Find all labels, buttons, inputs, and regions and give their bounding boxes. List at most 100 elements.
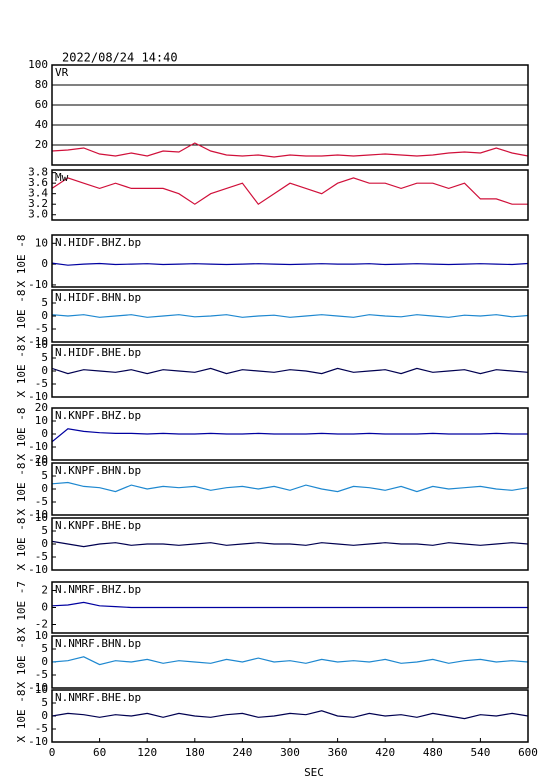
- x-tick-label: 0: [49, 746, 56, 759]
- y-tick-label: 60: [35, 98, 48, 111]
- y-tick-label: 20: [35, 401, 48, 414]
- y-axis-label: X 10E -7: [15, 581, 28, 634]
- y-tick-label: 40: [35, 118, 48, 131]
- y-tick-label: 0: [41, 537, 48, 550]
- y-tick-label: -2: [35, 618, 48, 631]
- y-tick-label: -10: [28, 335, 48, 348]
- y-tick-label: 0: [41, 709, 48, 722]
- panel-frame: [51, 635, 529, 689]
- y-tick-label: 5: [41, 469, 48, 482]
- x-tick-label: 300: [280, 746, 300, 759]
- y-tick-label: 3.4: [28, 187, 48, 200]
- y-axis-label: X 10E -8: [15, 408, 28, 461]
- x-axis-label: SEC: [304, 766, 324, 779]
- trace: [52, 314, 528, 318]
- y-tick-label: 10: [35, 414, 48, 427]
- panel-label: VR: [55, 66, 69, 79]
- panel-frame: [51, 581, 529, 634]
- y-tick-label: -10: [28, 735, 48, 748]
- y-tick-label: -10: [28, 278, 48, 291]
- y-tick-label: -5: [35, 550, 48, 563]
- x-tick-label: 540: [470, 746, 490, 759]
- y-tick-label: -10: [28, 390, 48, 403]
- y-tick-label: -20: [28, 453, 48, 466]
- y-tick-label: 0: [41, 309, 48, 322]
- y-axis-label: X 10E -8: [15, 345, 28, 398]
- trace: [52, 710, 528, 720]
- y-tick-label: -10: [28, 508, 48, 521]
- x-tick-label: 60: [93, 746, 106, 759]
- y-tick-label: -10: [28, 440, 48, 453]
- y-tick-label: 10: [35, 629, 48, 642]
- y-tick-label: -5: [35, 495, 48, 508]
- y-tick-label: 3.6: [28, 176, 48, 189]
- y-tick-label: -5: [35, 722, 48, 735]
- y-tick-label: 20: [35, 138, 48, 151]
- x-tick-label: 120: [137, 746, 157, 759]
- y-tick-label: 3.2: [28, 197, 48, 210]
- x-tick-label: 420: [375, 746, 395, 759]
- y-tick-label: -5: [35, 322, 48, 335]
- panel-label: N.HIDF.BHE.bp: [55, 346, 141, 359]
- trace: [52, 540, 528, 548]
- panel-label: N.NMRF.BHN.bp: [55, 637, 141, 650]
- y-tick-label: 80: [35, 78, 48, 91]
- trace: [52, 601, 528, 609]
- y-tick-label: 10: [35, 236, 48, 249]
- panel-label: N.HIDF.BHN.bp: [55, 291, 141, 304]
- x-tick-label: 360: [328, 746, 348, 759]
- y-axis-label: X 10E -8: [15, 636, 28, 689]
- y-tick-label: 0: [41, 482, 48, 495]
- y-tick-label: -10: [28, 681, 48, 694]
- y-tick-label: -5: [35, 668, 48, 681]
- y-tick-label: 0: [41, 655, 48, 668]
- trace: [52, 656, 528, 666]
- y-tick-label: -5: [35, 377, 48, 390]
- x-tick-label: 600: [518, 746, 538, 759]
- y-axis-label: X 10E -8: [15, 463, 28, 516]
- panel-frame: [51, 407, 529, 461]
- y-tick-label: 2: [41, 584, 48, 597]
- panel-frame: [51, 289, 529, 343]
- trace: [52, 367, 528, 375]
- panel-label: N.KNPF.BHN.bp: [55, 464, 141, 477]
- y-tick-label: 0: [41, 427, 48, 440]
- y-tick-label: 0: [41, 601, 48, 614]
- y-axis-label: X 10E -8: [15, 518, 28, 571]
- y-tick-label: 10: [35, 683, 48, 696]
- panel-frame: [51, 169, 529, 221]
- panel-label: Mw: [55, 171, 69, 184]
- y-tick-label: 10: [35, 456, 48, 469]
- x-tick-label: 240: [232, 746, 252, 759]
- panel-label: N.NMRF.BHE.bp: [55, 691, 141, 704]
- panel-frame: [51, 462, 529, 516]
- y-tick-label: 5: [41, 351, 48, 364]
- y-tick-label: 5: [41, 296, 48, 309]
- trace: [52, 142, 528, 158]
- y-tick-label: 0: [41, 364, 48, 377]
- y-tick-label: 5: [41, 696, 48, 709]
- trace: [52, 428, 528, 443]
- y-tick-label: 0: [41, 257, 48, 270]
- panel-frame: [51, 517, 529, 571]
- y-tick-label: 3.8: [28, 166, 48, 179]
- panel-label: N.KNPF.BHZ.bp: [55, 409, 141, 422]
- y-tick-label: 5: [41, 524, 48, 537]
- x-tick-label: 480: [423, 746, 443, 759]
- x-tick-label: 180: [185, 746, 205, 759]
- panel-frame: [51, 64, 529, 166]
- panel-label: N.KNPF.BHE.bp: [55, 519, 141, 532]
- trace: [52, 262, 528, 266]
- y-tick-label: 10: [35, 338, 48, 351]
- y-tick-label: 10: [35, 511, 48, 524]
- y-axis-label: X 10E -8: [15, 690, 28, 743]
- y-tick-label: 3.0: [28, 208, 48, 221]
- panel-label: N.HIDF.BHZ.bp: [55, 236, 141, 249]
- panel-frame: [51, 234, 529, 288]
- y-axis-label: X 10E -8: [15, 235, 28, 288]
- y-tick-label: -10: [28, 563, 48, 576]
- y-axis-label: X 10E -8: [15, 290, 28, 343]
- trace: [52, 177, 528, 206]
- trace: [52, 481, 528, 493]
